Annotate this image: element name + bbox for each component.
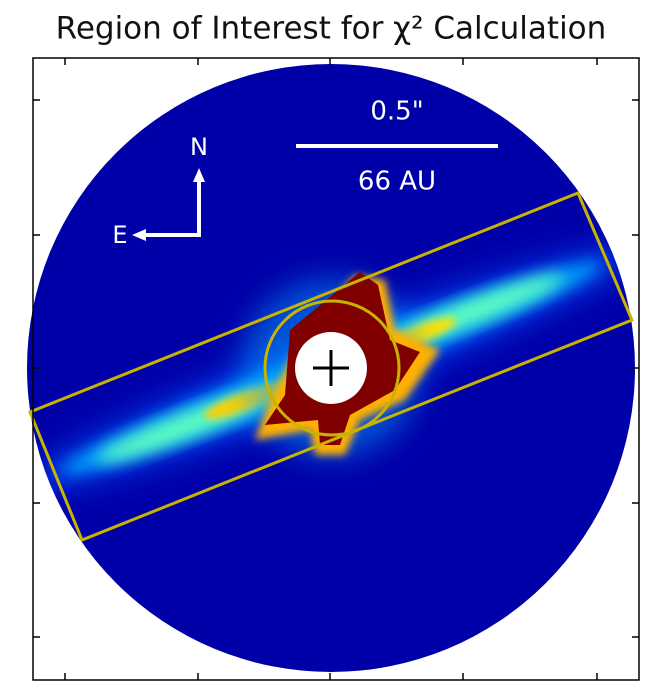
figure: Region of Interest for χ² Calculation 0.… [0, 0, 662, 685]
compass-north: N [190, 133, 208, 161]
scale-angle: 0.5" [370, 97, 423, 127]
scale-distance: 66 AU [358, 167, 436, 197]
compass-east: E [112, 221, 127, 249]
image [11, 64, 652, 672]
title: Region of Interest for χ² Calculation [56, 11, 607, 47]
